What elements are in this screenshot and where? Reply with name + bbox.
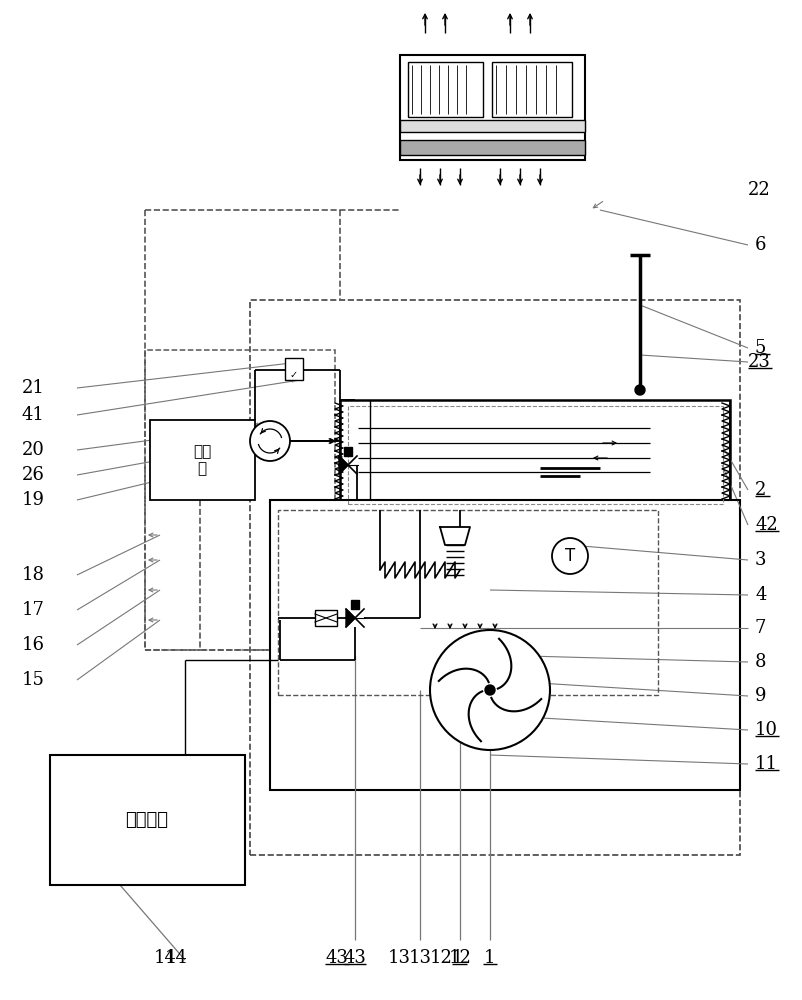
Text: 11: 11 [755, 755, 778, 773]
Text: 17: 17 [22, 601, 45, 619]
Circle shape [430, 630, 550, 750]
Text: 23: 23 [748, 353, 771, 371]
Bar [400, 55, 585, 160]
Text: 9: 9 [755, 687, 767, 705]
Text: 42: 42 [755, 516, 778, 534]
Text: T: T [565, 547, 575, 565]
Text: 14: 14 [153, 949, 176, 967]
Text: 16: 16 [22, 636, 45, 654]
Text: 18: 18 [22, 566, 45, 584]
Text: 4: 4 [755, 586, 767, 604]
Bar [408, 62, 483, 117]
Bar [340, 400, 730, 510]
Bar [285, 358, 303, 380]
Bar [278, 510, 658, 695]
Text: 7: 7 [755, 619, 767, 637]
Polygon shape [346, 609, 355, 627]
Text: 13: 13 [408, 949, 431, 967]
Text: 12: 12 [448, 949, 472, 967]
Text: 12: 12 [430, 949, 453, 967]
Text: 8: 8 [755, 653, 767, 671]
Bar [250, 300, 740, 855]
Text: 10: 10 [755, 721, 778, 739]
Text: 控制系统: 控制系统 [125, 811, 168, 829]
Text: 15: 15 [22, 671, 45, 689]
Text: ✓: ✓ [290, 370, 298, 380]
Bar [400, 140, 585, 155]
Text: 5: 5 [755, 339, 767, 357]
Text: 43: 43 [325, 949, 348, 967]
Circle shape [635, 385, 645, 395]
Bar [492, 62, 572, 117]
Text: 1: 1 [484, 949, 496, 967]
Text: 制冷
机: 制冷 机 [192, 444, 211, 476]
Bar [315, 610, 337, 626]
Text: 43: 43 [343, 949, 367, 967]
Bar [145, 350, 335, 650]
Text: 14: 14 [165, 949, 188, 967]
Circle shape [250, 421, 290, 461]
Bar [351, 600, 359, 609]
Text: 13: 13 [388, 949, 411, 967]
Text: 19: 19 [22, 491, 45, 509]
Text: 2: 2 [755, 481, 767, 499]
Circle shape [552, 538, 588, 574]
Bar [150, 420, 255, 500]
Bar [348, 406, 723, 504]
Text: 3: 3 [755, 551, 767, 569]
Text: 26: 26 [22, 466, 45, 484]
Bar [400, 120, 585, 132]
Text: 41: 41 [22, 406, 45, 424]
Circle shape [485, 685, 495, 695]
Text: 1: 1 [452, 949, 464, 967]
Text: 21: 21 [22, 379, 45, 397]
Text: 6: 6 [755, 236, 767, 254]
Bar [344, 447, 352, 456]
Text: 20: 20 [22, 441, 45, 459]
Polygon shape [339, 456, 348, 474]
Text: 22: 22 [748, 181, 771, 199]
Bar [50, 755, 245, 885]
Bar [270, 500, 740, 790]
